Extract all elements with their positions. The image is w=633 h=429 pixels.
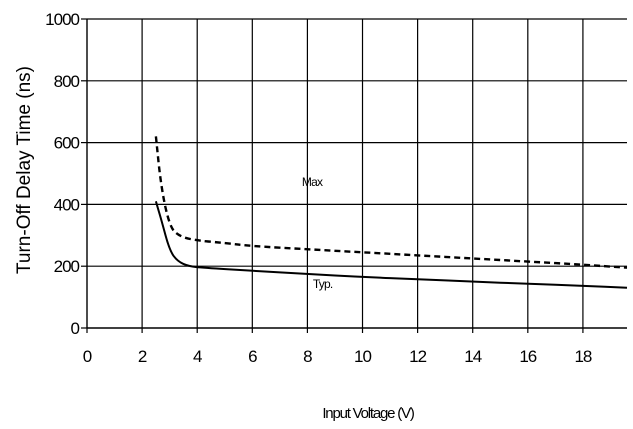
- y-tick-label: 400: [54, 195, 80, 214]
- x-tick-label: 16: [519, 347, 536, 366]
- x-axis-label: Input Voltage (V): [322, 405, 415, 422]
- grid-lines: [87, 18, 627, 328]
- axes: [81, 18, 627, 333]
- y-tick-label: 800: [54, 72, 80, 91]
- series-line-typ: [154, 201, 628, 289]
- x-tick-label: 14: [464, 347, 481, 366]
- y-tick-label: 1000: [45, 10, 79, 29]
- x-tick-label: 18: [574, 347, 591, 366]
- annotations: Max Typ.: [302, 175, 334, 291]
- y-tick-labels: 0 200 400 600 800 1000: [45, 10, 80, 338]
- y-tick-label: 200: [54, 257, 80, 276]
- annotation-label: Typ.: [313, 277, 333, 291]
- y-axis-label: Turn-Off Delay Time (ns): [14, 66, 35, 274]
- series-line-max: [154, 136, 628, 269]
- x-tick-labels: 0 2 4 6 8 10 12 14 16 18: [83, 347, 593, 366]
- x-tick-label: 2: [138, 347, 147, 366]
- x-tick-label: 10: [354, 347, 371, 366]
- x-tick-label: 0: [83, 347, 92, 366]
- annotation-label: Max: [302, 175, 323, 189]
- x-tick-label: 6: [248, 347, 257, 366]
- x-tick-label: 4: [193, 347, 202, 366]
- y-tick-label: 0: [71, 319, 80, 338]
- x-tick-label: 8: [303, 347, 312, 366]
- y-tick-label: 600: [54, 134, 80, 153]
- x-tick-label: 12: [409, 347, 426, 366]
- series-lines: [154, 136, 628, 289]
